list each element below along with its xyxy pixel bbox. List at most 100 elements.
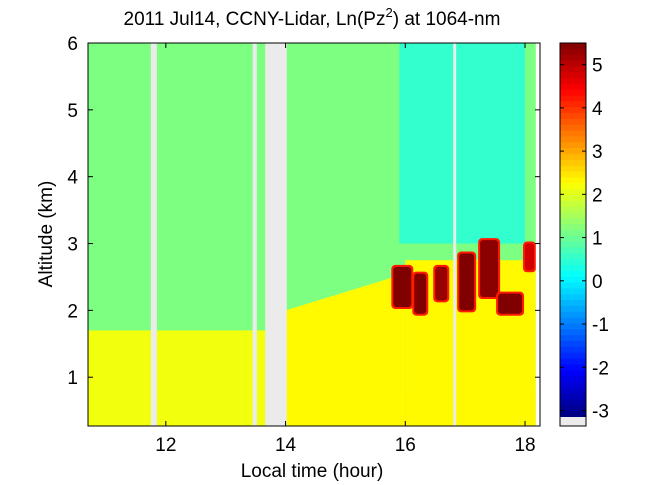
colorbar-segment [560,130,586,138]
colorbar-segment [560,282,586,290]
x-axis: 12 14 16 18 [155,43,536,456]
missing-data-gaps [150,43,540,426]
x-tick-label: 12 [155,435,176,456]
y-tick-label: 6 [67,34,78,55]
colorbar-segment [560,294,586,301]
colorbar-segment [560,265,586,272]
colorbar-segment [560,358,586,366]
cloud-patch-1 [393,266,412,308]
missing-data-gap-2 [252,43,257,426]
y-axis-title: Altitude (km) [36,181,57,288]
x-tick-label: 18 [514,435,535,456]
colorbar-segment [560,124,586,132]
colorbar-segment [560,148,586,155]
colorbar-segment [560,142,586,149]
colorbar-segment [560,247,586,254]
colorbar-missing-swatch [560,417,586,426]
plot-area [88,43,540,426]
colorbar-segment [560,43,586,50]
colorbar-segment [560,370,586,377]
colorbar-frame [559,42,587,427]
cloud-patch-2 [414,273,427,314]
cloud-patch-4 [459,253,475,311]
colorbar-segment [560,323,586,330]
missing-data-gap-3 [265,43,287,426]
colorbar-segment [560,154,586,161]
colorbar-segment [560,66,586,73]
colorbar-segment [560,89,586,97]
x-tick-label: 14 [275,435,297,456]
colorbar-segment [560,224,586,231]
colorbar-segment [560,235,586,243]
colorbar-segment [560,405,586,412]
colorbar-segment [560,54,586,62]
colorbar-segment [560,165,586,173]
cloud-patches [391,238,537,316]
colorbar-segment [560,194,586,202]
colorbar-segment [560,113,586,120]
colorbar-segment [560,48,586,56]
no-data-region [535,43,540,426]
colorbar-segment [560,136,586,143]
layer-clear-air-noise [399,43,526,244]
colorbar-segment [560,253,586,260]
colorbar-tick-label: 2 [592,185,603,206]
colorbar-segment [560,341,586,348]
colorbar-segment [560,101,586,108]
colorbar-segment [560,300,586,307]
colorbar-segment [560,189,586,196]
colorbar-segment [560,352,586,360]
colorbar-segment [560,346,586,354]
colorbar-segment [560,329,586,336]
colorbar-segment [560,218,586,225]
plot-frame [87,42,541,427]
cloud-patch-5 [480,240,499,297]
colorbar: 5 4 3 2 1 0 -1 -2 -3 [559,42,609,427]
missing-data-gap-4 [453,43,457,426]
colorbar-segment [560,72,586,79]
y-tick-label: 5 [67,101,78,122]
colorbar-segment [560,159,586,167]
colorbar-segment [560,200,586,208]
y-tick-label: 4 [67,168,78,189]
missing-data-gap-1 [150,43,157,426]
y-tick-label: 2 [67,301,78,322]
colorbar-tick-label: -2 [592,358,609,379]
colorbar-segment [560,399,586,406]
y-axis: 1 2 3 4 5 6 [67,34,540,389]
colorbar-segment [560,78,586,85]
colorbar-segment [560,270,586,278]
heatmap-layers [88,43,536,426]
colorbar-segment [560,206,586,214]
colorbar-segment [560,305,586,313]
colorbar-segment [560,376,586,383]
colorbar-segment [560,364,586,371]
colorbar-segment [560,60,586,67]
colorbar-segment [560,118,586,126]
title-superscript: 2 [385,5,392,20]
colorbar-segment [560,393,586,401]
cloud-patch-3 [435,266,448,301]
y-tick-label: 1 [67,368,78,389]
colorbar-tick-label: -3 [592,402,609,423]
colorbar-segment [560,317,586,325]
colorbar-tick-label: 3 [592,142,603,163]
colorbar-tick-label: -1 [592,315,609,336]
colorbar-segment [560,276,586,284]
cloud-patch-7 [525,243,535,271]
chart-title: 2011 Jul14, CCNY-Lidar, Ln(Pz2) at 1064-… [124,5,501,30]
title-end: ) at 1064-nm [393,9,501,30]
x-axis-title: Local time (hour) [241,461,384,482]
colorbar-segment [560,259,586,266]
y-tick-label: 3 [67,235,78,256]
colorbar-segment [560,95,586,103]
colorbar-segment [560,230,586,237]
colorbar-segment [560,381,586,389]
title-main: 2011 Jul14, CCNY-Lidar, Ln(Pz [124,9,386,30]
colorbar-tick-label: 5 [592,56,603,77]
colorbar-segment [560,288,586,295]
x-tick-label: 16 [395,435,416,456]
cloud-patch-6 [498,293,523,314]
colorbar-segment [560,183,586,190]
colorbar-segment [560,83,586,91]
